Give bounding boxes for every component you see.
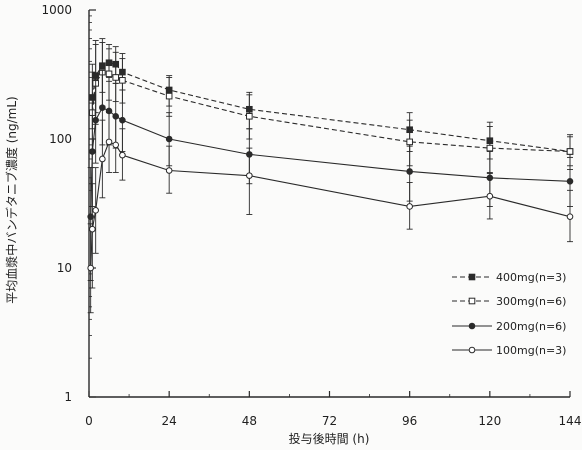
- series-line: [91, 71, 571, 153]
- tick-labels: 1 10 100 1000 0 24 48 72 96 120 144: [41, 3, 581, 428]
- data-point: [112, 141, 120, 149]
- legend-item: 300mg(n=6): [452, 295, 566, 308]
- legend-item: 400mg(n=3): [452, 271, 566, 284]
- series-line: [90, 141, 571, 269]
- data-point: [92, 116, 99, 124]
- data-point: [566, 148, 574, 155]
- y-tick-label: 10: [57, 261, 72, 275]
- legend-marker: [468, 346, 476, 354]
- legend-marker: [468, 297, 476, 305]
- data-point: [99, 104, 106, 111]
- x-tick-label: 24: [162, 414, 177, 428]
- y-tick-label: 1: [64, 390, 72, 404]
- data-point: [99, 155, 106, 163]
- legend: 400mg(n=3) 300mg(n=6) 200mg(n=6) 100mg(n=3): [452, 271, 566, 357]
- data-point: [89, 225, 96, 233]
- data-point: [486, 192, 494, 200]
- data-point: [246, 172, 253, 179]
- data-point: [165, 135, 173, 143]
- legend-marker: [468, 273, 476, 281]
- series-300mg-n-6-: [89, 42, 574, 173]
- data-point: [406, 168, 413, 175]
- data-point: [119, 151, 126, 159]
- legend-item: 200mg(n=6): [452, 320, 566, 333]
- y-tick-label: 100: [49, 132, 72, 146]
- data-point: [87, 264, 94, 272]
- legend-label: 400mg(n=3): [496, 271, 566, 284]
- series-100mg-n-3-: [87, 112, 574, 314]
- data-point: [105, 70, 113, 78]
- data-point: [566, 213, 574, 220]
- series-line: [91, 62, 571, 153]
- legend-marker: [468, 322, 476, 330]
- x-tick-label: 72: [322, 414, 337, 428]
- legend-label: 200mg(n=6): [496, 320, 566, 333]
- x-tick-label: 0: [85, 414, 93, 428]
- x-tick-label: 48: [242, 414, 257, 428]
- x-axis-title: 投与後時間 (h): [289, 431, 370, 446]
- series-400mg-n-3-: [89, 38, 574, 167]
- legend-label: 100mg(n=3): [496, 344, 566, 357]
- data-point: [89, 148, 96, 155]
- x-tick-label: 96: [402, 414, 417, 428]
- data-point: [406, 138, 413, 146]
- series-layer: [87, 38, 574, 314]
- data-point: [406, 203, 413, 210]
- data-point: [119, 116, 126, 124]
- series-200mg-n-6-: [87, 69, 574, 281]
- legend-label: 300mg(n=6): [496, 295, 566, 308]
- legend-item: 100mg(n=3): [452, 344, 566, 357]
- axes: [88, 9, 571, 398]
- data-point: [486, 144, 494, 152]
- data-point: [566, 177, 574, 185]
- data-point: [92, 207, 99, 214]
- y-tick-label: 1000: [41, 3, 72, 17]
- data-point: [246, 112, 253, 120]
- y-axis-title: 平均血漿中バンデタニブ濃度 (ng/mL): [4, 96, 19, 303]
- data-point: [165, 167, 173, 174]
- series-line: [90, 106, 571, 217]
- data-point: [119, 77, 126, 84]
- data-point: [165, 92, 173, 100]
- data-point: [112, 74, 120, 81]
- x-tick-label: 144: [559, 414, 582, 428]
- data-point: [105, 138, 113, 146]
- x-tick-label: 120: [478, 414, 501, 428]
